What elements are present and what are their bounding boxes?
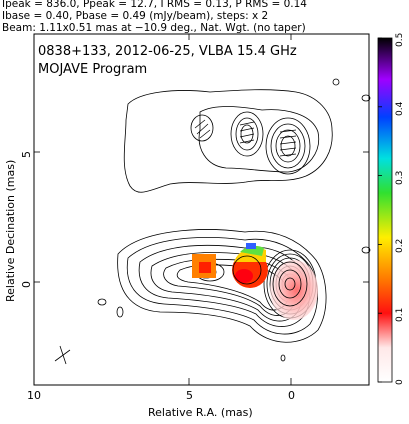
- colorbar-tick-label: 0.5: [395, 32, 405, 47]
- colorbar-tick-label: 0.3: [395, 170, 405, 185]
- chart-subtitle: MOJAVE Program: [38, 62, 148, 77]
- x-tick-label: 5: [186, 389, 193, 402]
- header-line-2: Ibase = 0.40, Pbase = 0.49 (mJy/beam), s…: [2, 10, 269, 22]
- colorbar-tick-label: 0: [395, 379, 405, 385]
- jet-contours-top: [232, 255, 308, 307]
- chart-title: 0838+133, 2012-06-25, VLBA 15.4 GHz: [38, 44, 297, 59]
- evpa-ticks: [194, 119, 297, 157]
- colorbar-ticks: [378, 37, 382, 383]
- colorbar-tick-label: 0.2: [395, 239, 405, 254]
- plot-frame: [33, 33, 370, 386]
- polarization-patches: [192, 243, 318, 320]
- colorbar: [377, 37, 393, 383]
- y-tick-label: 0: [20, 281, 33, 288]
- colorbar-tick-label: 0.4: [395, 101, 405, 116]
- beam-marker: [54, 345, 71, 365]
- header-line-1: Ipeak = 836.0, Ppeak = 12.7, I RMS = 0.1…: [2, 0, 307, 10]
- x-axis-label: Relative R.A. (mas): [148, 406, 253, 419]
- y-tick-label: 5: [20, 151, 33, 158]
- north-lobe-contours: [97, 78, 371, 362]
- colorbar-tick-label: 0.1: [395, 307, 405, 323]
- x-tick-label: 0: [288, 389, 295, 402]
- header-line-3: Beam: 1.11x0.51 mas at −10.9 deg., Nat. …: [2, 22, 306, 34]
- axis-ticks: [33, 34, 369, 385]
- y-axis-label: Relative Decination (mas): [4, 159, 17, 302]
- x-tick-label: 10: [27, 389, 41, 402]
